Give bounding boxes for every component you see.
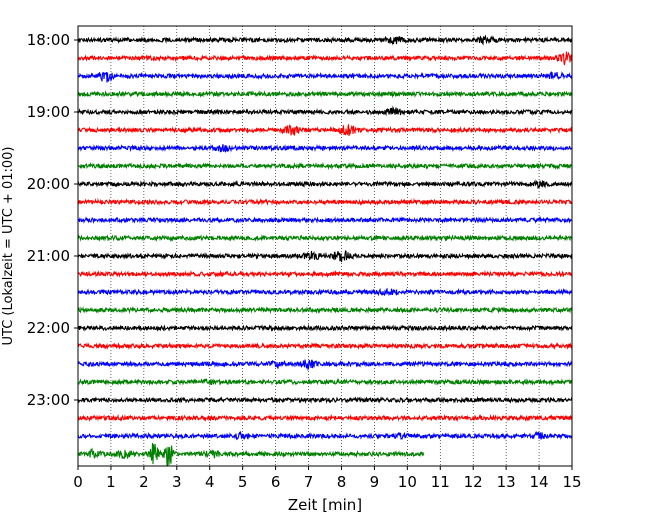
y-tick-label-1: 19:00 [27,103,70,121]
y-axis-ticks: 18:00 19:00 20:00 21:00 22:00 23:00 [27,31,78,409]
trace-2245 [77,377,573,387]
trace-1930 [77,143,573,153]
trace-2215 [77,341,573,350]
y-tick-label-4: 22:00 [27,319,70,337]
trace-2130 [77,287,573,297]
x-tick-label-12: 12 [464,473,483,491]
trace-1945 [77,161,573,171]
x-tick-label-8: 8 [337,473,347,491]
x-tick-label-0: 0 [73,473,83,491]
trace-1900 [77,105,573,117]
trace-1800 [77,34,573,46]
x-tick-label-15: 15 [562,473,581,491]
x-tick-label-7: 7 [304,473,314,491]
trace-2345 [77,442,425,467]
y-tick-label-3: 21:00 [27,247,70,265]
y-axis-label: UTC (Lokalzeit = UTC + 01:00) [1,147,16,346]
trace-2200 [77,323,573,333]
x-axis-label: Zeit [min] [288,496,362,514]
trace-2030 [77,215,573,225]
x-tick-label-11: 11 [431,473,450,491]
x-tick-label-4: 4 [205,473,215,491]
trace-2100 [77,250,573,263]
x-tick-label-9: 9 [370,473,380,491]
y-tick-label-5: 23:00 [27,391,70,409]
plot-frame [77,25,573,467]
trace-1815 [77,51,573,66]
trace-2315 [77,413,573,422]
x-tick-label-3: 3 [172,473,182,491]
trace-2300 [77,396,573,405]
x-tick-label-10: 10 [398,473,417,491]
trace-1915 [77,124,573,136]
x-tick-label-1: 1 [106,473,116,491]
x-tick-label-6: 6 [271,473,281,491]
x-tick-label-2: 2 [139,473,149,491]
x-axis-ticks: 0 1 2 3 4 5 6 7 8 9 10 11 12 13 14 15 [73,466,582,491]
trace-2330 [77,430,573,441]
trace-1830 [77,70,573,83]
y-tick-label-0: 18:00 [27,31,70,49]
x-tick-label-13: 13 [497,473,516,491]
trace-1845 [77,90,573,99]
trace-2230 [77,359,573,372]
trace-2145 [77,305,573,315]
trace-2000 [77,179,573,190]
seismic-traces [77,34,573,467]
trace-2115 [77,269,573,279]
vertical-gridlines [110,26,540,466]
trace-2015 [77,197,573,207]
x-tick-label-14: 14 [530,473,549,491]
trace-2045 [77,233,573,242]
x-tick-label-5: 5 [238,473,248,491]
y-tick-label-2: 20:00 [27,175,70,193]
